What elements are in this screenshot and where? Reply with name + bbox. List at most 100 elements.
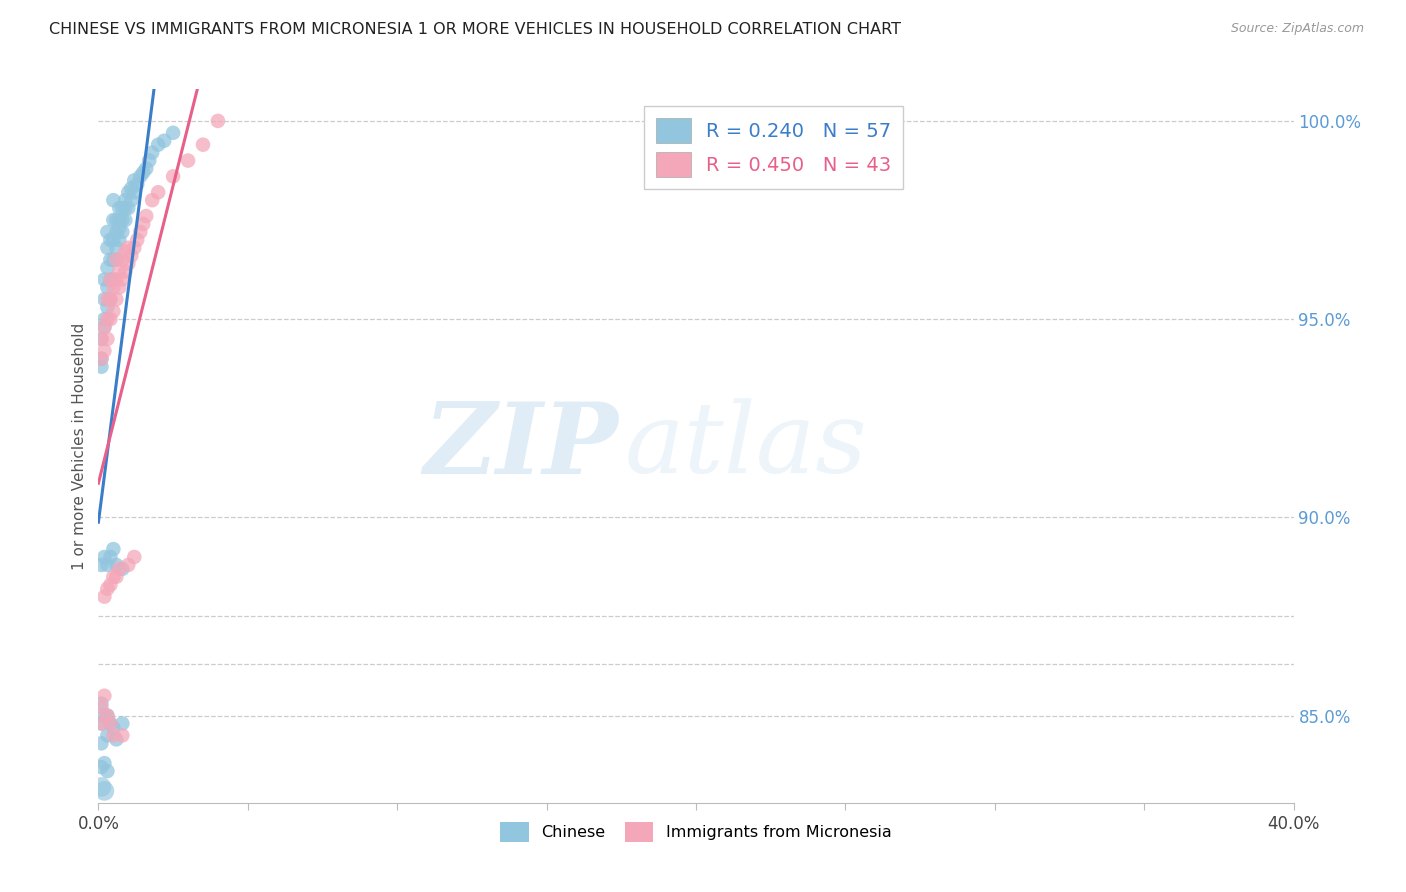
Point [111, 252, 134, 267]
Point [98, 716, 122, 731]
Point [114, 264, 136, 278]
Point [93, 689, 115, 703]
Point [111, 562, 134, 576]
Point [103, 721, 125, 735]
Point [103, 542, 125, 557]
Point [129, 169, 152, 184]
Point [114, 193, 136, 207]
Point [98, 252, 122, 267]
Point [98, 233, 122, 247]
Point [90, 716, 112, 731]
Point [105, 252, 128, 267]
Point [148, 137, 170, 152]
Point [103, 280, 125, 294]
Point [120, 249, 142, 263]
Point [162, 169, 184, 184]
Point [103, 213, 125, 227]
Point [111, 201, 134, 215]
Point [98, 293, 122, 307]
Point [132, 217, 155, 231]
Point [124, 549, 146, 564]
Y-axis label: 1 or more Vehicles in Household: 1 or more Vehicles in Household [72, 322, 87, 570]
Point [132, 165, 155, 179]
Point [207, 114, 229, 128]
Point [103, 728, 125, 742]
Point [96, 582, 118, 596]
Point [93, 784, 115, 798]
Point [90, 760, 112, 774]
Point [98, 272, 122, 286]
Point [105, 213, 128, 227]
Point [111, 716, 134, 731]
Point [90, 716, 112, 731]
Point [103, 252, 125, 267]
Point [93, 320, 115, 334]
Point [96, 225, 118, 239]
Point [108, 213, 131, 227]
Point [93, 549, 115, 564]
Point [98, 578, 122, 592]
Point [93, 293, 115, 307]
Point [96, 332, 118, 346]
Point [127, 178, 149, 192]
Point [98, 312, 122, 326]
Point [98, 549, 122, 564]
Point [114, 201, 136, 215]
Point [108, 264, 131, 278]
Point [90, 332, 112, 346]
Point [105, 293, 128, 307]
Point [148, 186, 170, 200]
Point [96, 558, 118, 572]
Point [105, 252, 128, 267]
Point [90, 359, 112, 374]
Point [111, 728, 134, 742]
Point [177, 153, 200, 168]
Text: Source: ZipAtlas.com: Source: ZipAtlas.com [1230, 22, 1364, 36]
Point [191, 137, 214, 152]
Point [96, 708, 118, 723]
Point [96, 260, 118, 275]
Point [162, 126, 184, 140]
Text: atlas: atlas [624, 399, 868, 493]
Point [93, 756, 115, 771]
Point [90, 351, 112, 366]
Point [93, 343, 115, 358]
Point [105, 570, 128, 584]
Point [120, 181, 142, 195]
Point [124, 186, 146, 200]
Point [90, 736, 112, 750]
Point [117, 201, 139, 215]
Point [117, 257, 139, 271]
Point [141, 145, 163, 160]
Point [90, 558, 112, 572]
Point [124, 173, 146, 187]
Point [90, 780, 112, 794]
Legend: Chinese, Immigrants from Micronesia: Chinese, Immigrants from Micronesia [494, 816, 898, 848]
Point [96, 293, 118, 307]
Point [90, 351, 112, 366]
Point [153, 134, 176, 148]
Text: CHINESE VS IMMIGRANTS FROM MICRONESIA 1 OR MORE VEHICLES IN HOUSEHOLD CORRELATIO: CHINESE VS IMMIGRANTS FROM MICRONESIA 1 … [49, 22, 901, 37]
Point [108, 201, 131, 215]
Point [108, 562, 131, 576]
Point [98, 716, 122, 731]
Point [103, 570, 125, 584]
Point [114, 213, 136, 227]
Point [93, 590, 115, 604]
Point [108, 233, 131, 247]
Point [117, 558, 139, 572]
Point [141, 193, 163, 207]
Point [114, 244, 136, 259]
Point [105, 225, 128, 239]
Point [105, 272, 128, 286]
Point [93, 272, 115, 286]
Point [96, 764, 118, 778]
Point [103, 233, 125, 247]
Point [98, 293, 122, 307]
Point [108, 280, 131, 294]
Point [111, 272, 134, 286]
Point [90, 332, 112, 346]
Point [93, 320, 115, 334]
Point [96, 241, 118, 255]
Point [93, 312, 115, 326]
